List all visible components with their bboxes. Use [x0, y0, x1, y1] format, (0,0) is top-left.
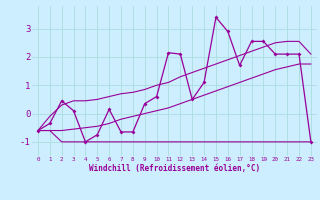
X-axis label: Windchill (Refroidissement éolien,°C): Windchill (Refroidissement éolien,°C): [89, 164, 260, 173]
